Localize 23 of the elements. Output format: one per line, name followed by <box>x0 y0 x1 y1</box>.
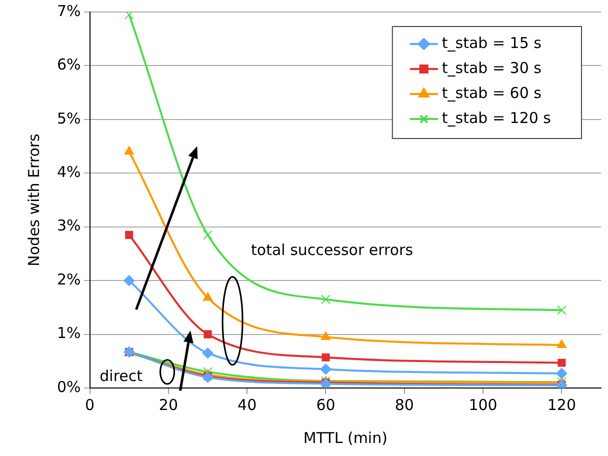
y-tick-label: 3% <box>57 216 81 235</box>
annotation: total successor errors <box>251 240 414 259</box>
x-tick-label: 40 <box>238 396 257 414</box>
y-tick-label: 2% <box>57 270 81 288</box>
annotation: direct <box>100 367 143 386</box>
legend-label: t_stab = 30 s <box>442 58 542 77</box>
y-tick-label: 1% <box>57 324 81 342</box>
x-tick-label: 80 <box>394 396 414 414</box>
x-tick-label: 60 <box>316 396 336 414</box>
y-tick-label: 5% <box>57 109 81 128</box>
y-tick-label: 7% <box>57 2 81 20</box>
legend-label: t_stab = 15 s <box>442 34 542 52</box>
y-tick-label: 0% <box>57 378 81 396</box>
legend-label: t_stab = 60 s <box>442 84 542 102</box>
legend-label: t_stab = 120 s <box>442 108 552 127</box>
y-tick-label: 4% <box>57 163 81 182</box>
x-tick-label: 100 <box>468 396 498 414</box>
x-tick-label: 20 <box>158 396 178 414</box>
x-axis-title: MTTL (min) <box>303 428 388 447</box>
y-axis-title: Nodes with Errors <box>24 133 43 266</box>
x-tick-label: 0 <box>85 396 95 414</box>
y-tick-label: 6% <box>57 56 81 74</box>
x-tick-label: 120 <box>547 396 576 414</box>
